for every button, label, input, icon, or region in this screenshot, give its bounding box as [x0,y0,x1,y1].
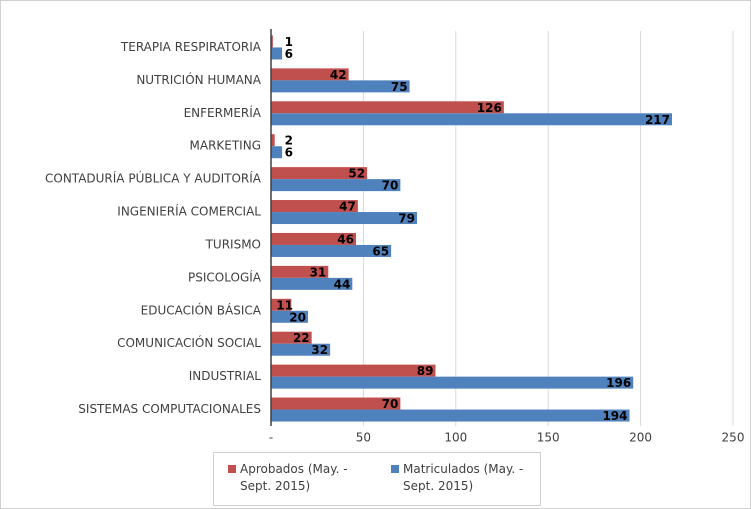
x-tick-label: 100 [444,431,467,445]
legend: Aprobados (May. - Sept. 2015) Matriculado… [213,452,541,506]
data-label: 65 [372,244,389,258]
bar [271,113,673,126]
x-tick-label: 250 [722,431,745,445]
legend-swatch [228,465,236,473]
bar [271,397,401,410]
bar [271,134,275,147]
bar [271,179,401,192]
bar [271,232,357,245]
data-label: 196 [606,376,631,390]
x-tick-label: 150 [537,431,560,445]
bar [271,35,273,48]
data-label: 42 [330,68,347,82]
bar [271,167,368,180]
y-tick-label: NUTRICIÓN HUMANA [136,72,261,87]
legend-item: Aprobados (May. - Sept. 2015) [214,453,377,505]
data-label: 126 [477,101,502,115]
data-label: 75 [391,80,408,94]
bar [271,277,353,290]
data-label: 22 [293,331,310,345]
bar [271,47,283,60]
x-tick-label: 200 [629,431,652,445]
data-label: 47 [339,200,356,214]
data-label: 79 [398,212,415,226]
data-label: 217 [645,113,670,127]
bar [271,331,312,344]
data-label: 11 [276,298,293,312]
y-tick-label: TERAPIA RESPIRATORIA [120,40,262,54]
bar [271,409,630,422]
y-tick-label: TURISMO [205,237,261,251]
x-tick-label: - [269,431,273,445]
bar [271,364,436,377]
y-tick-label: INGENIERÍA COMERCIAL [117,204,261,219]
data-label: 194 [602,409,627,423]
data-label: 6 [285,47,293,61]
bar [271,146,283,159]
y-tick-label: ENFERMERÍA [184,105,262,120]
legend-swatch [391,465,399,473]
y-tick-label: INDUSTRIAL [189,369,262,383]
data-label: 46 [337,232,354,246]
data-label: 52 [348,167,365,181]
y-tick-label: MARKETING [190,139,262,153]
bar [271,244,392,257]
data-label: 1 [285,35,293,49]
bar [271,376,634,389]
data-label: 31 [310,265,327,279]
data-label: 2 [285,134,293,148]
y-tick-label: COMUNICACIÓN SOCIAL [117,335,261,350]
data-label: 6 [285,146,293,160]
bar [271,265,329,278]
legend-label: Aprobados (May. - Sept. 2015) [240,462,348,493]
legend-label: Matriculados (May. - Sept. 2015) [403,462,524,493]
y-tick-label: CONTADURÍA PÚBLICA Y AUDITORÍA [45,171,262,186]
bar [271,101,504,114]
y-tick-label: PSICOLOGÍA [188,269,262,284]
data-label: 70 [382,179,399,193]
bar [271,68,349,81]
bar [271,343,331,356]
bar [271,80,410,93]
x-tick-label: 50 [356,431,371,445]
data-label: 89 [417,364,434,378]
data-label: 20 [289,310,306,324]
legend-item: Matriculados (May. - Sept. 2015) [377,453,540,505]
data-label: 70 [382,397,399,411]
bar [271,298,292,311]
bar [271,310,308,323]
bar [271,200,358,213]
data-label: 32 [311,343,328,357]
y-tick-label: EDUCACIÓN BÁSICA [141,302,262,317]
y-tick-label: SISTEMAS COMPUTACIONALES [78,402,261,416]
bar [271,212,417,225]
data-label: 44 [334,277,351,291]
